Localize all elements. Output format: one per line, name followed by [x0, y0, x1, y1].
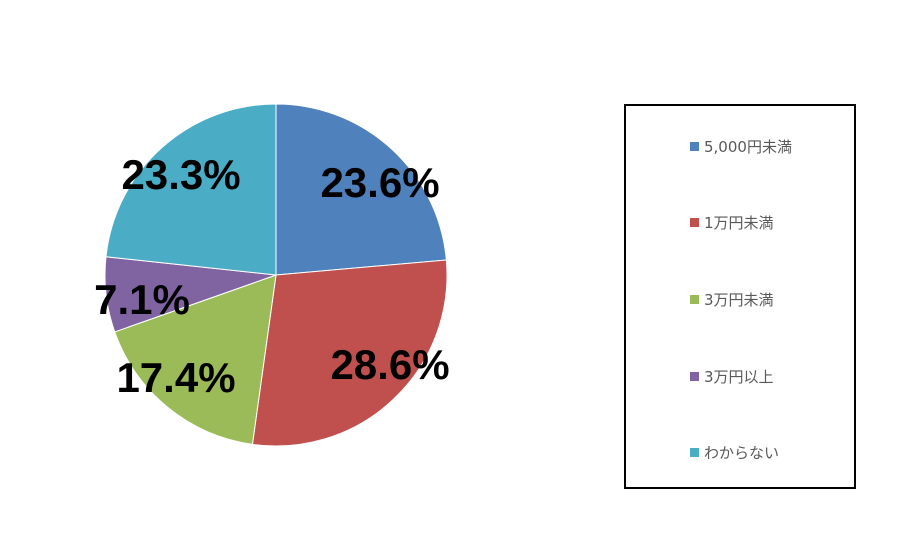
- legend-label-0: 5,000円未満: [704, 137, 792, 156]
- legend-swatch-2: [690, 294, 699, 304]
- legend-label-3: 3万円以上: [704, 367, 774, 386]
- pie-slice-2: [114, 274, 277, 445]
- slice-label-3: 7.1%: [94, 276, 190, 323]
- legend-label-4: わからない: [704, 443, 780, 462]
- slice-label-0: 23.6%: [320, 159, 439, 206]
- pie-slice-1: [251, 259, 448, 447]
- legend-swatch-1: [690, 217, 699, 227]
- legend-label-2: 3万円未満: [704, 290, 774, 309]
- legend-item-1: 1万円未満: [690, 212, 774, 232]
- legend-item-4: わからない: [690, 442, 779, 462]
- slice-label-1: 28.6%: [330, 341, 449, 388]
- legend-item-2: 3万円未満: [690, 289, 774, 309]
- legend-item-0: 5,000円未満: [690, 136, 792, 156]
- legend-item-3: 3万円以上: [690, 366, 774, 386]
- pie-slice-4: [105, 103, 277, 276]
- legend-swatch-3: [690, 371, 699, 381]
- slice-label-4: 23.3%: [121, 151, 240, 198]
- legend-swatch-0: [690, 141, 699, 151]
- slice-label-2: 17.4%: [116, 354, 235, 401]
- pie-slice-0: [275, 103, 447, 276]
- legend: 5,000円未満 1万円未満 3万円未満 3万円以上 わからない: [624, 104, 856, 489]
- legend-label-1: 1万円未満: [704, 213, 774, 232]
- legend-swatch-4: [690, 447, 699, 457]
